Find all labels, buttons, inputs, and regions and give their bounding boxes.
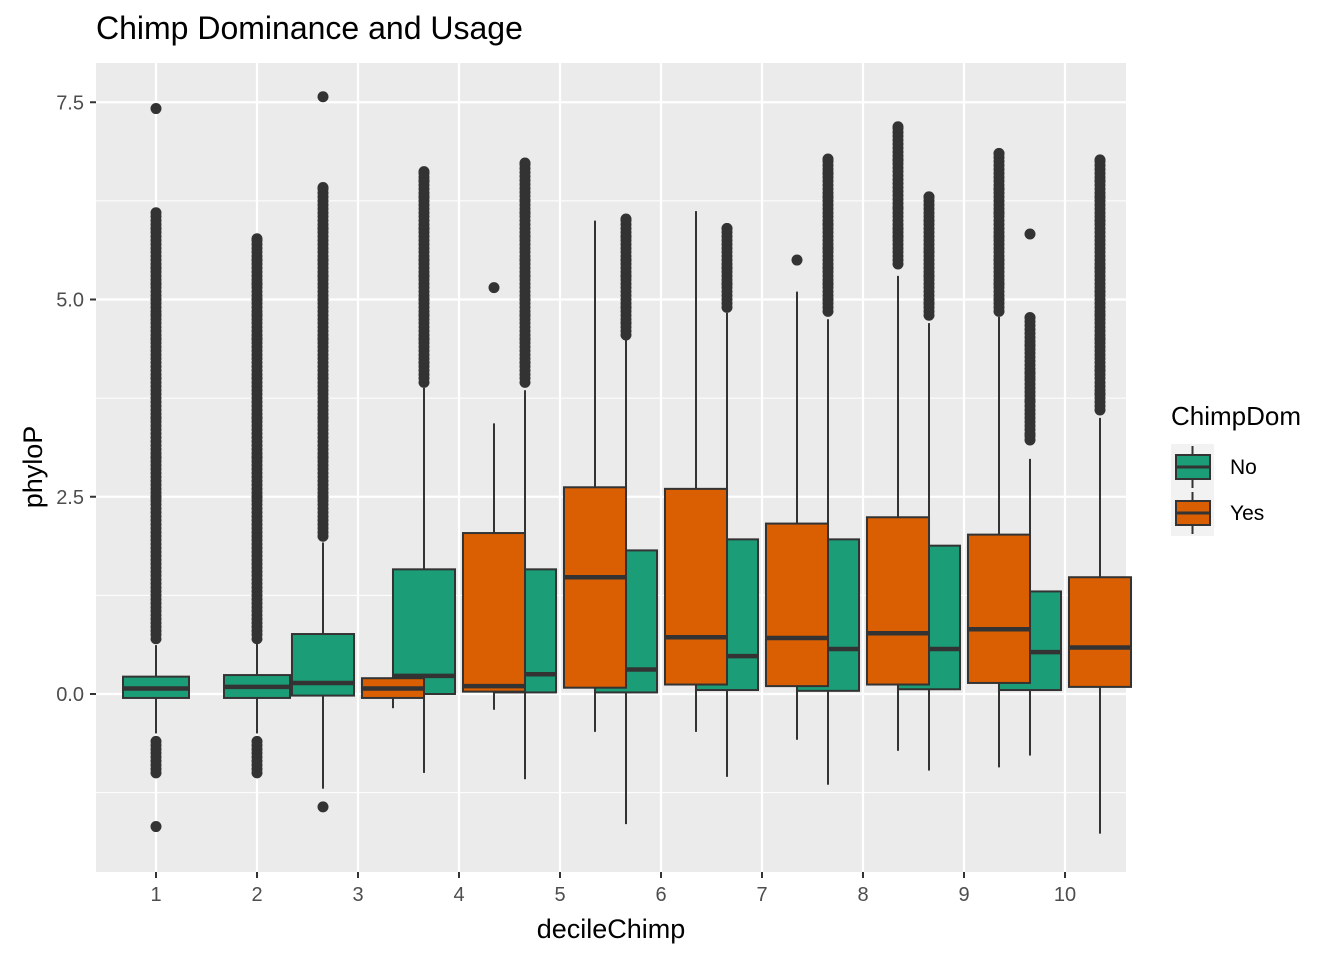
outlier-point <box>822 153 834 165</box>
outlier-point <box>488 282 500 294</box>
outlier-point <box>317 91 329 103</box>
legend-keys: No Yes <box>1171 444 1264 536</box>
iqr-box <box>290 633 356 697</box>
y-tick-label: 0.0 <box>56 684 84 706</box>
y-tick-label: 5.0 <box>56 290 84 312</box>
x-tick-label: 4 <box>453 884 464 906</box>
outlier-point <box>251 735 263 747</box>
box-no-2 <box>223 233 291 779</box>
box-yes-8 <box>865 121 931 751</box>
outlier-point <box>1024 312 1036 324</box>
box-no-4 <box>391 166 457 773</box>
outlier-point <box>620 213 632 225</box>
outlier-point <box>519 157 531 169</box>
legend-title: ChimpDom <box>1171 401 1301 431</box>
box-yes-5 <box>562 220 628 732</box>
x-tick-label: 10 <box>1054 884 1076 906</box>
outlier-point <box>791 254 803 266</box>
legend-key-yes: Yes <box>1171 490 1264 536</box>
outlier-point <box>251 233 263 245</box>
x-tick-label: 3 <box>352 884 363 906</box>
x-tick-label: 1 <box>150 884 161 906</box>
iqr-box <box>663 487 729 686</box>
outlier-point <box>1094 154 1106 166</box>
y-tick-label: 2.5 <box>56 487 84 509</box>
x-tick-label: 9 <box>958 884 969 906</box>
plot-panel <box>96 63 1126 872</box>
iqr-box <box>391 568 457 696</box>
legend-key-no: No <box>1171 444 1257 490</box>
legend-label: Yes <box>1230 502 1264 525</box>
box-yes-6 <box>663 211 729 732</box>
x-tick-label: 5 <box>554 884 565 906</box>
x-tick-label: 6 <box>655 884 666 906</box>
iqr-box <box>461 532 527 693</box>
outlier-point <box>1024 228 1036 240</box>
x-tick-label: 8 <box>857 884 868 906</box>
box-no-1 <box>122 103 190 833</box>
legend: ChimpDom No Yes <box>1171 401 1301 536</box>
iqr-box <box>1067 576 1133 688</box>
box-yes-4 <box>461 282 527 710</box>
x-axis-title: decileChimp <box>537 914 686 944</box>
box-no-3 <box>290 91 356 813</box>
box-yes-3 <box>360 670 426 709</box>
outlier-point <box>993 148 1005 160</box>
outlier-point <box>892 121 904 133</box>
x-tick-label: 7 <box>756 884 767 906</box>
outlier-point <box>418 166 430 178</box>
outlier-point <box>150 207 162 219</box>
y-tick-label: 7.5 <box>56 92 84 114</box>
outlier-point <box>317 801 329 813</box>
y-axis-title: phyloP <box>18 426 48 509</box>
outlier-point <box>150 103 162 115</box>
box-yes-10 <box>1067 154 1133 834</box>
box-yes-7 <box>764 254 830 740</box>
box-layer <box>122 91 1133 834</box>
legend-label: No <box>1230 456 1257 479</box>
outlier-point <box>721 222 733 234</box>
axes: 0.0 2.5 5.0 7.5 1 2 3 4 5 6 7 8 9 10 <box>56 92 1076 906</box>
box-yes-9 <box>966 148 1032 768</box>
chart-title: Chimp Dominance and Usage <box>96 10 523 46</box>
iqr-box <box>865 516 931 686</box>
outlier-point <box>923 191 935 203</box>
iqr-box <box>764 522 830 688</box>
x-tick-label: 2 <box>251 884 262 906</box>
iqr-box <box>562 486 628 689</box>
iqr-box <box>966 533 1032 684</box>
outlier-point <box>150 821 162 833</box>
outlier-point <box>150 735 162 747</box>
outlier-point <box>317 181 329 193</box>
